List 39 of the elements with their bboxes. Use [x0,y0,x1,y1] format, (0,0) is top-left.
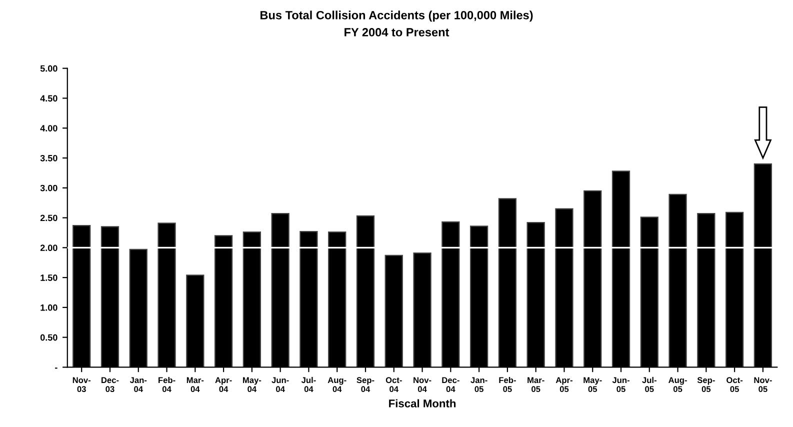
x-tick-label: Jul- 04 [301,376,316,392]
x-tick-label: Mar- 05 [528,377,544,392]
x-tick-label: Oct- 04 [386,377,402,392]
x-tick-label: Apr- 05 [556,377,572,392]
y-tick-label: 0.50 [40,334,58,341]
x-tick-label: Jan- 04 [130,377,147,392]
x-tick-label: Aug- 04 [328,377,346,392]
x-tick-label: May- 05 [584,377,602,392]
x-tick-label: Dec- 04 [442,377,460,392]
chart-subtitle: FY 2004 to Present [344,28,450,36]
x-tick-label: Mar- 04 [186,377,204,392]
y-tick-label: 1.50 [40,274,58,281]
y-tick-label: 5.00 [40,65,58,72]
x-tick-label: Feb- 05 [499,376,516,392]
y-tick-label: 3.00 [40,184,58,192]
y-tick-label: 2.50 [40,214,58,222]
x-axis-title: Fiscal Month [389,399,456,408]
x-tick-label: Nov- 03 [72,377,91,392]
y-tick-label: 2.00 [40,244,58,252]
y-tick-label: - [55,368,58,369]
x-tick-label: Feb- 04 [158,376,176,392]
x-tick-label: Sep- 05 [697,377,715,392]
x-tick-label: Jan- 05 [470,377,488,392]
chart-title: Bus Total Collision Accidents (per 100,000 Miles) [260,10,533,22]
x-tick-label: Jul- 05 [642,376,656,392]
x-tick-label: Jun- 04 [272,377,289,392]
x-tick-label: May- 04 [243,377,262,392]
y-tick-label: 4.00 [40,125,58,132]
x-tick-label: Nov- 05 [754,377,772,392]
x-tick-label: Nov- 04 [414,377,432,392]
y-tick-label: 4.50 [40,95,58,102]
x-tick-label: Apr- 04 [215,377,232,392]
x-tick-label: Aug- 05 [668,377,687,392]
x-tick-label: Oct- 05 [726,377,743,392]
y-tick-label: 3.50 [40,154,58,162]
y-tick-label: 1.00 [40,304,58,311]
x-tick-label: Dec- 03 [102,377,119,392]
x-tick-label: Jun- 05 [612,377,630,392]
x-tick-label: Sep- 04 [356,377,374,392]
